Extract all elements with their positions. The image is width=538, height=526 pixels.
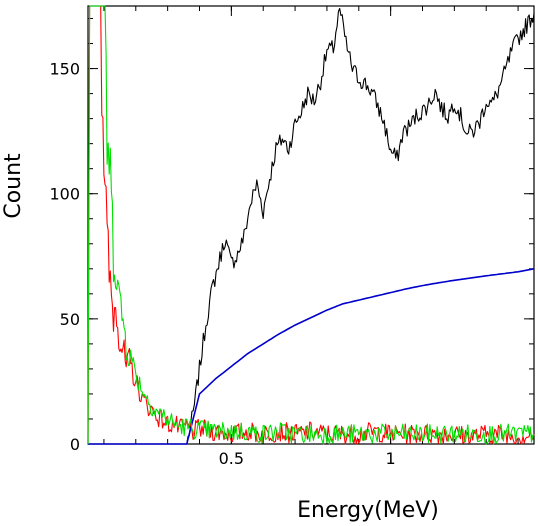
series-layer [87,5,535,445]
y-tick-label: 150 [49,60,80,79]
x-axis-label: Energy(MeV) [297,498,439,523]
y-tick-label: 0 [70,435,80,454]
series-line [186,7,535,445]
x-tick-label: 0.5 [219,449,244,468]
plot-frame [87,5,535,445]
y-tick-label: 100 [49,185,80,204]
series-line [88,268,535,445]
y-tick-label: 50 [60,310,80,329]
tick-labels: 0.5 1 0 50 100 150 [49,60,395,468]
series-line [87,5,535,445]
y-axis-label: Count [1,153,26,219]
axis-ticks [88,6,534,445]
series-line [87,5,535,445]
x-tick-label: 1 [386,449,396,468]
